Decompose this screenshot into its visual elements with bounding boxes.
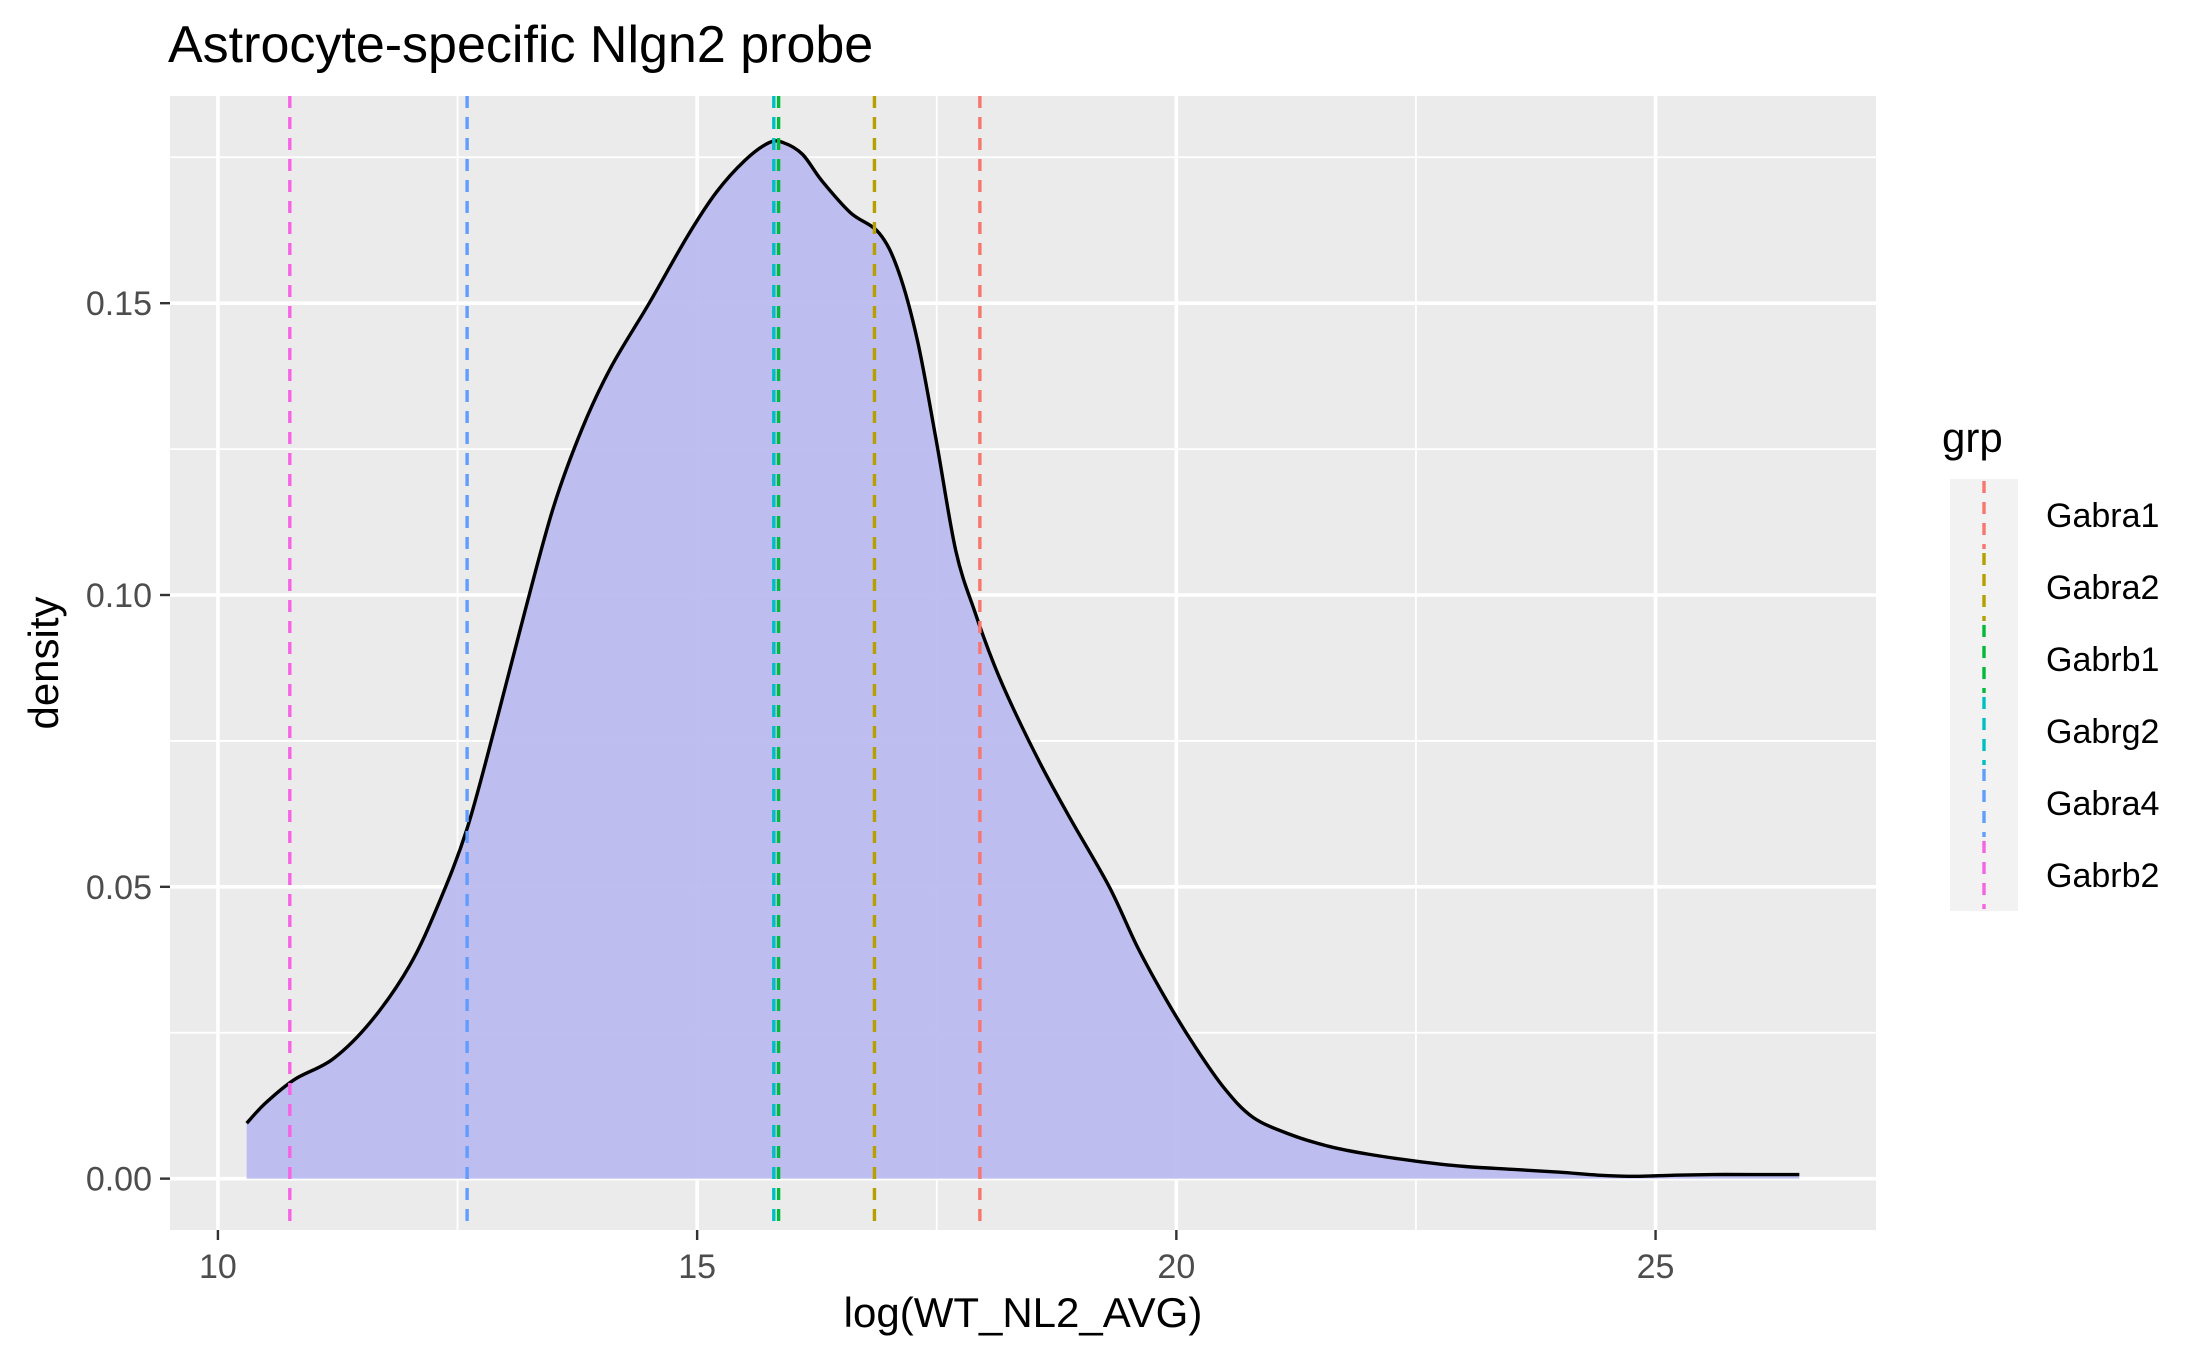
density-area: [246, 140, 1800, 1179]
x-axis-title: log(WT_NL2_AVG): [844, 1289, 1203, 1336]
legend-items: Gabra1 Gabra2 Gabrb1 Gabrg2 Gabra4 Gabrb2: [1950, 479, 2159, 911]
y-tick-label: 0.00: [86, 1161, 152, 1199]
legend-label-gabrb2: Gabrb2: [2046, 857, 2159, 895]
x-tick-label: 15: [678, 1248, 716, 1286]
x-tick-label: 10: [199, 1248, 237, 1286]
legend-label-gabrb1: Gabrb1: [2046, 641, 2159, 679]
density-curve: [245, 139, 1800, 1179]
x-tick-label: 20: [1157, 1248, 1195, 1286]
group-vlines: [288, 96, 982, 1230]
y-axis-title: density: [20, 596, 67, 729]
y-tick-label: 0.05: [86, 869, 152, 907]
legend-key-background: [1950, 479, 2018, 911]
chart-title: Astrocyte-specific Nlgn2 probe: [168, 16, 873, 74]
legend-title: grp: [1942, 414, 2003, 461]
x-axis: 10 15 20 25: [199, 1230, 1674, 1286]
y-tick-label: 0.15: [86, 285, 152, 323]
legend-label-gabra1: Gabra1: [2046, 497, 2159, 535]
legend: grp Gabra1 Gabra2 Gabrb1 Gabrg2 Gabra4 Gabrb2: [1942, 414, 2159, 911]
y-axis: 0.00 0.05 0.10 0.15: [86, 285, 170, 1199]
legend-label-gabra2: Gabra2: [2046, 569, 2159, 607]
legend-label-gabrg2: Gabrg2: [2046, 713, 2159, 751]
y-tick-label: 0.10: [86, 577, 152, 615]
x-tick-label: 25: [1637, 1248, 1675, 1286]
legend-label-gabra4: Gabra4: [2046, 785, 2159, 823]
